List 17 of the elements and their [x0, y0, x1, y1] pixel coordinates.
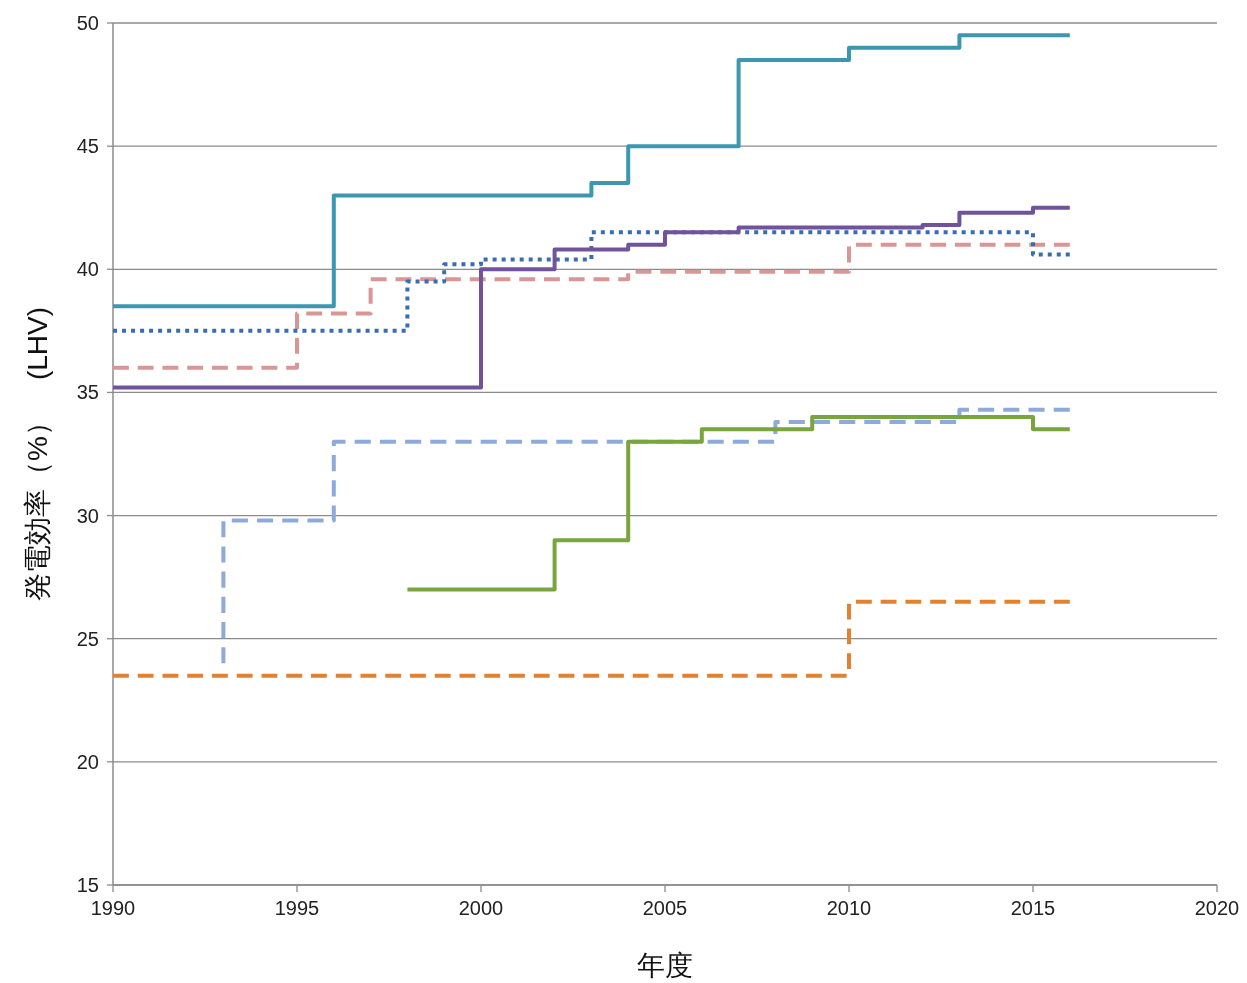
- y-tick-label: 25: [76, 627, 99, 650]
- x-tick-label: 2000: [458, 897, 504, 919]
- x-tick-label: 2015: [1010, 897, 1056, 919]
- x-tick-label: 2005: [642, 897, 688, 919]
- y-tick-label: 40: [76, 258, 99, 281]
- y-tick-label: 20: [76, 750, 99, 773]
- x-axis-title: 年度: [637, 950, 693, 981]
- y-tick-label: 45: [76, 135, 99, 158]
- y-tick-label: 50: [76, 12, 99, 34]
- y-tick-label: 15: [76, 874, 99, 896]
- x-tick-label: 2010: [826, 897, 872, 919]
- y-tick-label: 30: [76, 504, 99, 527]
- y-axis-title: 発電効率（%） (LHV): [22, 306, 53, 602]
- x-tick-label: 1995: [274, 897, 320, 919]
- y-tick-label: 35: [76, 381, 99, 404]
- x-tick-label: 1990: [90, 897, 136, 919]
- x-tick-label: 2020: [1194, 897, 1240, 919]
